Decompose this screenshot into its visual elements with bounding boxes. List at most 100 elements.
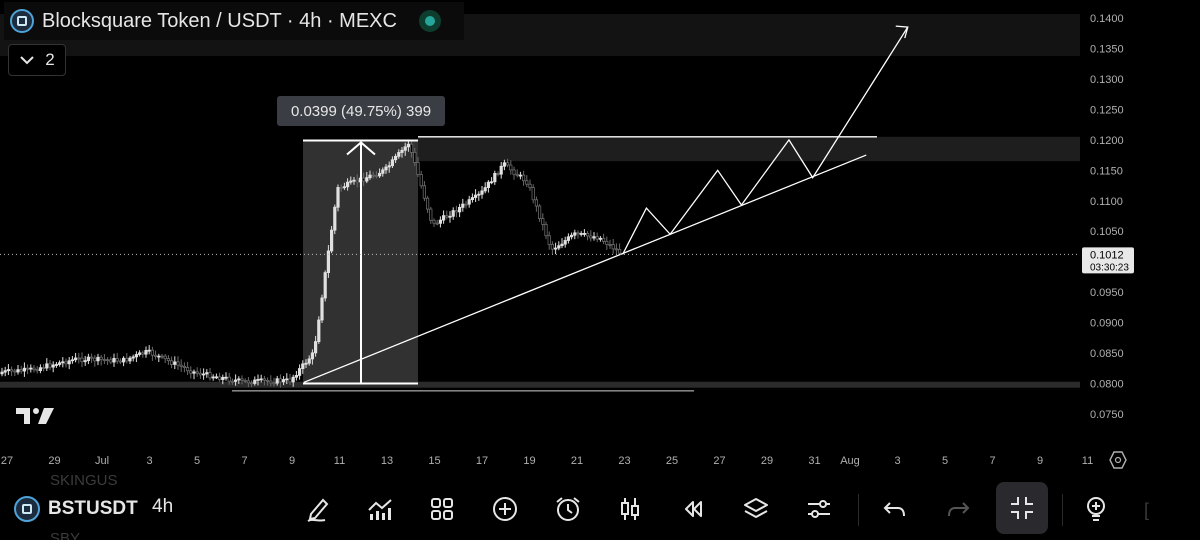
add-button[interactable]	[482, 486, 528, 532]
time-tick-label: 9	[289, 455, 295, 467]
candle	[48, 363, 52, 368]
candle	[131, 356, 135, 359]
candle	[406, 143, 411, 148]
candle	[416, 162, 420, 175]
candle	[29, 367, 33, 370]
symbol-title[interactable]: Blocksquare Token / USDT · 4h · MEXC	[42, 9, 397, 32]
candle	[115, 358, 119, 362]
candle	[106, 359, 110, 362]
layout-grid-button[interactable]	[419, 486, 465, 532]
price-chart[interactable]: 0.1400 0.1350 0.1300 0.1250 0.1200 0.1150 0.11…	[0, 0, 1200, 470]
candle	[605, 240, 609, 245]
indicators-button[interactable]	[357, 486, 403, 532]
ideas-button[interactable]	[1073, 486, 1119, 532]
time-tick-label: 5	[194, 455, 200, 467]
candle	[365, 177, 369, 182]
current-price-badge	[1082, 247, 1134, 274]
symbol-selector[interactable]: BSTUSDT	[14, 496, 138, 522]
price-tick-label: 0.1250	[1090, 104, 1124, 116]
candle	[400, 149, 404, 153]
price-tick-label: 0.0900	[1090, 318, 1124, 330]
settings-sliders-icon	[808, 500, 830, 518]
interval-selector[interactable]: 4h	[152, 496, 174, 517]
candle	[185, 367, 190, 372]
time-tick-label: 11	[334, 455, 345, 467]
candle	[409, 143, 414, 153]
exit-fullscreen-button[interactable]	[996, 482, 1048, 534]
time-tick-label: 9	[1037, 455, 1043, 467]
alert-button[interactable]	[545, 486, 591, 532]
candle	[93, 357, 97, 362]
chart-settings-button[interactable]	[796, 486, 842, 532]
candle	[265, 379, 270, 382]
candle	[221, 376, 225, 381]
axis-settings-icon-center	[1114, 456, 1122, 464]
candle	[144, 350, 148, 355]
live-status-icon	[418, 10, 441, 32]
candle	[576, 232, 580, 235]
candle	[525, 180, 529, 185]
chart-type-button[interactable]	[607, 486, 653, 532]
candle	[429, 208, 433, 221]
toolbar-divider	[1062, 494, 1063, 526]
price-tick-label: 0.1050	[1090, 226, 1124, 238]
candle	[112, 358, 116, 363]
candle	[307, 358, 311, 364]
chart-header: Blocksquare Token / USDT · 4h · MEXC	[4, 2, 464, 40]
candle	[272, 382, 276, 385]
candle	[122, 357, 126, 363]
candle	[13, 370, 17, 373]
candle	[541, 218, 545, 225]
redo-button[interactable]	[935, 486, 981, 532]
candles-icon	[621, 498, 639, 520]
faded-symbol-top: SKINGUS	[50, 472, 118, 489]
drawing-tool-button[interactable]	[295, 486, 341, 532]
candle	[58, 362, 62, 365]
candle	[467, 199, 471, 205]
candle	[137, 352, 142, 355]
time-tick-label: 29	[48, 455, 60, 467]
candle	[528, 183, 532, 189]
candle	[489, 181, 494, 184]
candle	[45, 363, 49, 369]
candle	[96, 356, 100, 362]
candle	[538, 205, 542, 219]
candle	[25, 367, 30, 370]
candle	[390, 159, 395, 167]
candle	[425, 197, 430, 210]
axis-settings-icon[interactable]	[1109, 451, 1127, 469]
candle	[150, 349, 154, 356]
time-tick-label: 31	[808, 455, 820, 467]
candle	[352, 179, 356, 182]
candle	[9, 369, 14, 372]
object-tree-button[interactable]	[733, 486, 779, 532]
replay-button[interactable]	[670, 486, 716, 532]
candle	[163, 355, 167, 360]
current-price-label: 0.1012	[1090, 249, 1124, 261]
candle	[64, 361, 68, 365]
candle	[480, 190, 484, 195]
price-tick-label: 0.1200	[1090, 135, 1124, 147]
time-tick-label: 19	[523, 455, 535, 467]
time-tick-label: 3	[894, 455, 900, 467]
candle	[505, 162, 510, 166]
candle	[128, 357, 132, 362]
candle	[217, 376, 222, 381]
indicator-count: 2	[45, 50, 55, 69]
candle	[275, 378, 279, 384]
candle	[288, 378, 292, 383]
candle	[608, 244, 612, 246]
candle	[377, 172, 382, 177]
candle	[297, 368, 302, 376]
bottom-toolbar: SKINGUS SBY BSTUSDT 4h [	[0, 472, 1200, 540]
undo-icon	[883, 502, 905, 517]
candle	[602, 237, 606, 242]
candle	[182, 365, 186, 368]
candle	[438, 219, 443, 224]
alarm-icon	[556, 497, 580, 521]
collapse-indicators-button[interactable]: 2	[8, 44, 66, 76]
undo-button[interactable]	[872, 486, 918, 532]
candle	[522, 174, 526, 182]
candle	[83, 360, 87, 363]
candle	[339, 187, 343, 189]
